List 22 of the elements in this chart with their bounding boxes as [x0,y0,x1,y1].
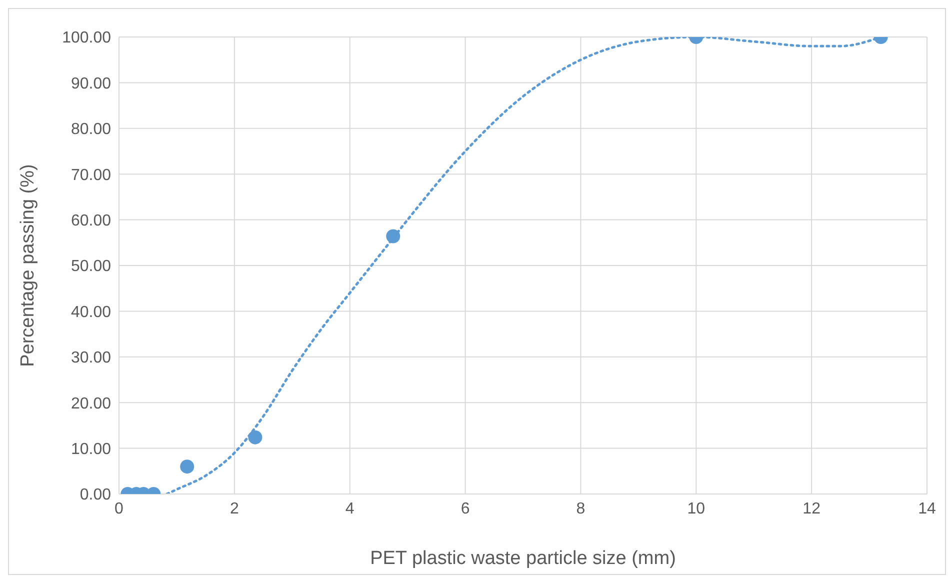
x-axis-title: PET plastic waste particle size (mm) [370,548,676,569]
x-tick-label: 6 [460,500,470,518]
y-tick-label: 0.00 [80,486,112,504]
x-tick-label: 2 [230,500,239,518]
y-tick-label: 10.00 [70,440,112,458]
y-tick-label: 30.00 [70,350,112,367]
y-tick-label: 50.00 [70,258,112,276]
x-tick-label: 14 [918,500,936,518]
y-tick-label: 80.00 [70,121,112,138]
x-tick-label: 8 [576,500,586,518]
point [386,229,400,244]
y-tick-label: 90.00 [70,75,112,92]
x-tick-label: 12 [802,500,821,518]
y-tick-label: 100.00 [62,30,112,47]
y-axis-title: Percentage passing (%) [18,164,39,367]
y-tick-label: 60.00 [70,212,112,230]
y-tick-label: 20.00 [70,395,112,412]
x-tick-label: 10 [687,500,706,518]
x-tick-label: 0 [114,500,124,518]
y-tick-label: 40.00 [70,304,112,321]
x-tick-label: 4 [345,500,354,518]
y-tick-label: 70.00 [70,166,112,184]
